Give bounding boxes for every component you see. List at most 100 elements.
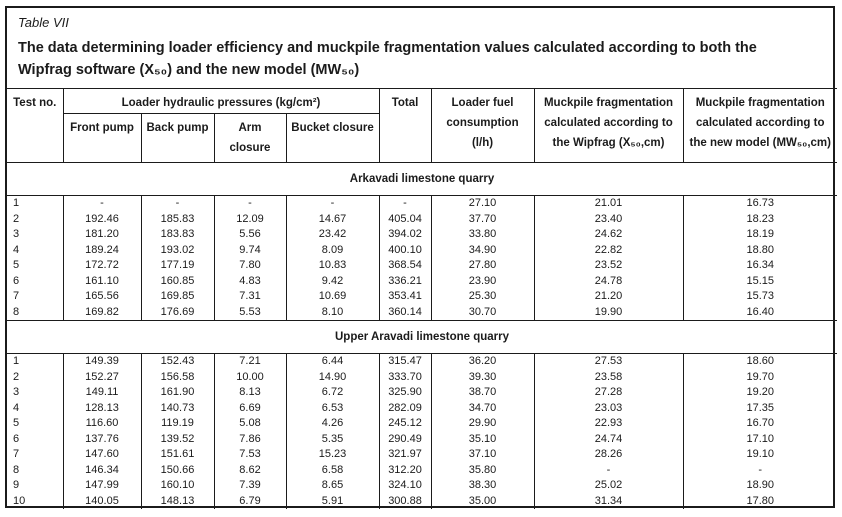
- cell-value: 8.65: [285, 478, 380, 494]
- table-row: 7 147.60 151.61 7.53 15.23 321.97 37.10 28.26 19…: [7, 447, 838, 463]
- cell-value: 9.74: [213, 242, 287, 258]
- caption-block: Table VII The data determining loader ef…: [7, 8, 833, 88]
- cell-value: 177.19: [140, 258, 215, 274]
- cell-value: 161.10: [62, 273, 142, 289]
- cell-value: 31.34: [533, 493, 684, 509]
- cell-value: -: [140, 195, 215, 212]
- cell-value: 7.53: [213, 447, 287, 463]
- cell-value: 18.23: [682, 211, 838, 227]
- cell-value: 23.90: [430, 273, 535, 289]
- cell-value: 119.19: [140, 416, 215, 432]
- cell-value: 185.83: [140, 211, 215, 227]
- cell-value: 16.40: [682, 304, 838, 321]
- cell-value: 325.90: [378, 385, 432, 401]
- cell-value: 23.52: [533, 258, 684, 274]
- cell-value: 39.30: [430, 369, 535, 385]
- cell-value: 394.02: [378, 227, 432, 243]
- cell-value: 14.90: [285, 369, 380, 385]
- cell-value: 12.09: [213, 211, 287, 227]
- table-row: 4 128.13 140.73 6.69 6.53 282.09 34.70 23.03 17.…: [7, 400, 838, 416]
- cell-test-no: 4: [7, 400, 64, 416]
- cell-value: -: [213, 195, 287, 212]
- table-row: 6 137.76 139.52 7.86 5.35 290.49 35.10 24.74 17.…: [7, 431, 838, 447]
- table-row: 8 169.82 176.69 5.53 8.10 360.14 30.70 19.90 16.…: [7, 304, 838, 321]
- section-title: Arkavadi limestone quarry: [7, 162, 838, 196]
- cell-value: 17.35: [682, 400, 838, 416]
- cell-value: -: [285, 195, 380, 212]
- cell-value: 10.00: [213, 369, 287, 385]
- table-row: 1- - - - -27.10 21.01 16.73: [7, 195, 838, 212]
- cell-value: 23.58: [533, 369, 684, 385]
- cell-value: 23.03: [533, 400, 684, 416]
- cell-value: 9.42: [285, 273, 380, 289]
- cell-value: 165.56: [62, 289, 142, 305]
- cell-value: -: [62, 195, 142, 212]
- table-row: 2 152.27 156.58 10.00 14.90 333.70 39.30 23.58 1…: [7, 369, 838, 385]
- cell-value: 151.61: [140, 447, 215, 463]
- cell-value: 37.70: [430, 211, 535, 227]
- cell-test-no: 2: [7, 369, 64, 385]
- cell-value: 360.14: [378, 304, 432, 321]
- header-test-no: Test no.: [7, 88, 64, 163]
- header-hydraulic-group: Loader hydraulic pressures (kg/cm²): [62, 88, 380, 114]
- cell-value: 7.80: [213, 258, 287, 274]
- cell-value: 137.76: [62, 431, 142, 447]
- cell-value: 33.80: [430, 227, 535, 243]
- cell-value: 6.79: [213, 493, 287, 509]
- cell-test-no: 6: [7, 431, 64, 447]
- cell-value: 116.60: [62, 416, 142, 432]
- cell-test-no: 5: [7, 258, 64, 274]
- header-arm-closure: Arm closure: [213, 113, 287, 163]
- cell-value: 6.44: [285, 353, 380, 370]
- cell-value: 321.97: [378, 447, 432, 463]
- cell-value: 282.09: [378, 400, 432, 416]
- table-vii-panel: Table VII The data determining loader ef…: [5, 6, 838, 509]
- cell-value: 192.46: [62, 211, 142, 227]
- cell-value: 19.90: [533, 304, 684, 321]
- cell-value: 36.20: [430, 353, 535, 370]
- cell-value: 19.70: [682, 369, 838, 385]
- cell-value: 140.73: [140, 400, 215, 416]
- cell-value: 24.62: [533, 227, 684, 243]
- cell-value: 16.70: [682, 416, 838, 432]
- cell-value: 7.31: [213, 289, 287, 305]
- table-row: 9 147.99 160.10 7.39 8.65 324.10 38.30 25.02 18.…: [7, 478, 838, 494]
- cell-value: 8.13: [213, 385, 287, 401]
- cell-value: 6.53: [285, 400, 380, 416]
- header-wipfrag: Muckpile fragmentation calculated accord…: [533, 88, 684, 163]
- cell-value: 38.70: [430, 385, 535, 401]
- cell-value: 21.01: [533, 195, 684, 212]
- cell-value: 336.21: [378, 273, 432, 289]
- cell-value: 19.10: [682, 447, 838, 463]
- table-row: 3 181.20 183.83 5.56 23.42 394.02 33.80 24.62 18…: [7, 227, 838, 243]
- cell-test-no: 9: [7, 478, 64, 494]
- cell-value: 19.20: [682, 385, 838, 401]
- cell-value: 7.21: [213, 353, 287, 370]
- cell-value: 22.93: [533, 416, 684, 432]
- cell-value: 27.28: [533, 385, 684, 401]
- cell-value: 6.58: [285, 462, 380, 478]
- cell-value: 24.74: [533, 431, 684, 447]
- cell-value: 245.12: [378, 416, 432, 432]
- header-back-pump: Back pump: [140, 113, 215, 163]
- cell-value: 405.04: [378, 211, 432, 227]
- cell-test-no: 1: [7, 195, 64, 212]
- cell-test-no: 2: [7, 211, 64, 227]
- cell-value: 5.08: [213, 416, 287, 432]
- cell-test-no: 8: [7, 304, 64, 321]
- cell-value: 148.13: [140, 493, 215, 509]
- cell-value: 333.70: [378, 369, 432, 385]
- cell-value: 169.82: [62, 304, 142, 321]
- table-row: 5 172.72 177.19 7.80 10.83 368.54 27.80 23.52 16…: [7, 258, 838, 274]
- cell-value: 37.10: [430, 447, 535, 463]
- cell-value: 34.70: [430, 400, 535, 416]
- cell-value: 18.80: [682, 242, 838, 258]
- cell-value: 149.11: [62, 385, 142, 401]
- section-row: Upper Aravadi limestone quarry: [7, 320, 838, 354]
- cell-value: 368.54: [378, 258, 432, 274]
- cell-value: 25.02: [533, 478, 684, 494]
- cell-test-no: 6: [7, 273, 64, 289]
- cell-value: 27.10: [430, 195, 535, 212]
- cell-value: 169.85: [140, 289, 215, 305]
- cell-value: 10.83: [285, 258, 380, 274]
